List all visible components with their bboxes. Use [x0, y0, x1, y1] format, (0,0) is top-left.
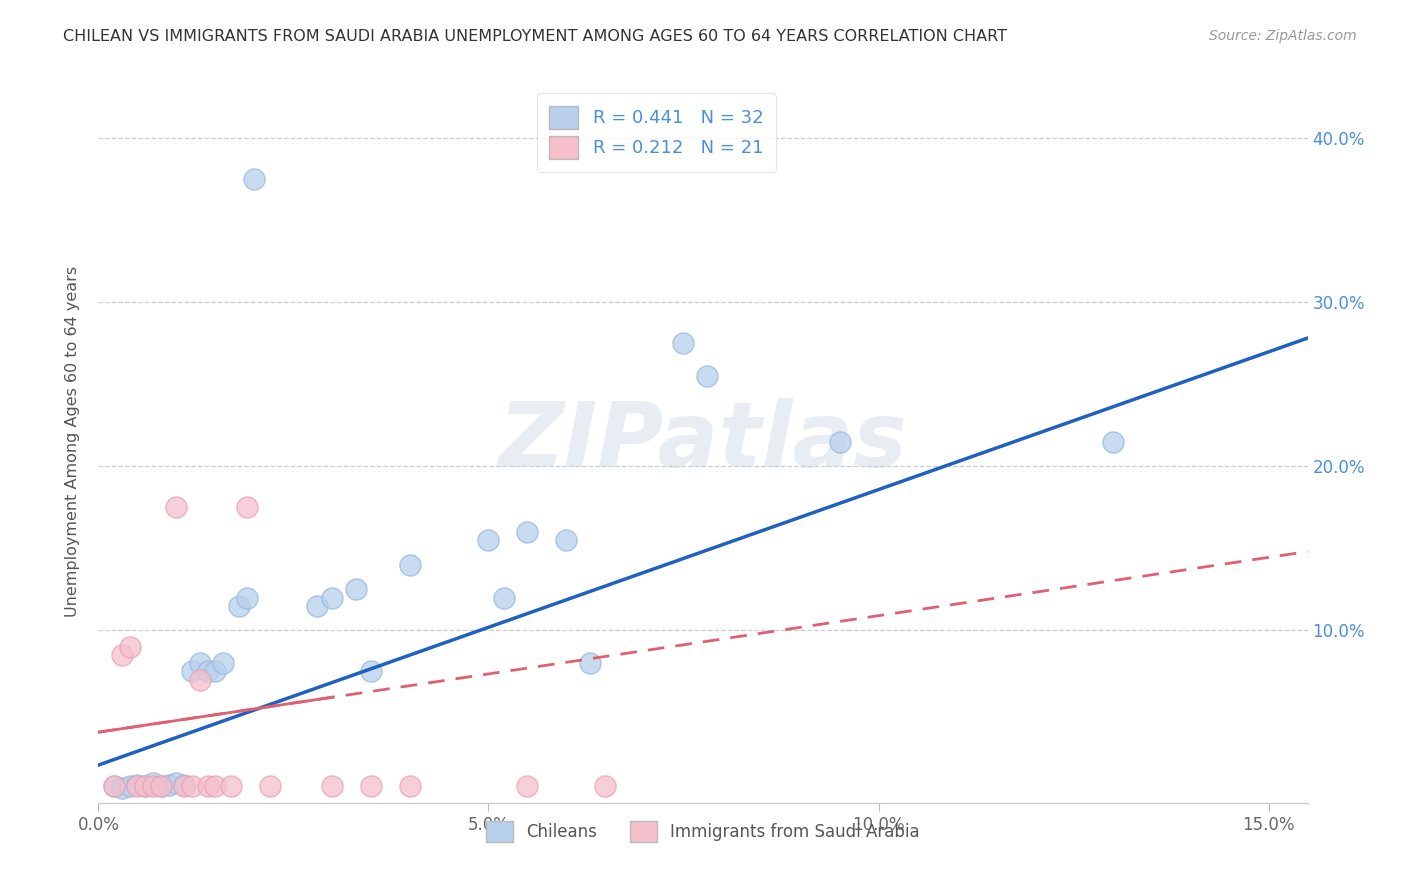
- Point: [516, 524, 538, 539]
- Point: [595, 780, 617, 794]
- Point: [197, 665, 219, 679]
- Point: [118, 780, 141, 794]
- Point: [360, 665, 382, 679]
- Point: [173, 778, 195, 792]
- Point: [111, 780, 134, 795]
- Point: [188, 657, 211, 671]
- Point: [399, 558, 422, 572]
- Point: [134, 780, 156, 794]
- Point: [321, 591, 343, 605]
- Point: [204, 665, 226, 679]
- Point: [149, 780, 172, 794]
- Legend: Chileans, Immigrants from Saudi Arabia: Chileans, Immigrants from Saudi Arabia: [479, 814, 927, 848]
- Point: [142, 776, 165, 790]
- Point: [165, 500, 187, 515]
- Point: [1101, 434, 1123, 449]
- Point: [243, 171, 266, 186]
- Point: [555, 533, 578, 547]
- Point: [204, 780, 226, 794]
- Text: CHILEAN VS IMMIGRANTS FROM SAUDI ARABIA UNEMPLOYMENT AMONG AGES 60 TO 64 YEARS C: CHILEAN VS IMMIGRANTS FROM SAUDI ARABIA …: [63, 29, 1007, 44]
- Point: [494, 591, 516, 605]
- Point: [103, 780, 125, 794]
- Point: [212, 657, 235, 671]
- Point: [516, 780, 538, 794]
- Point: [127, 778, 149, 792]
- Point: [197, 780, 219, 794]
- Point: [157, 778, 180, 792]
- Point: [579, 657, 602, 671]
- Point: [305, 599, 328, 613]
- Point: [181, 665, 204, 679]
- Point: [134, 780, 156, 794]
- Point: [173, 780, 195, 794]
- Point: [127, 780, 149, 794]
- Point: [219, 780, 242, 794]
- Point: [118, 640, 141, 654]
- Point: [188, 673, 211, 687]
- Point: [142, 780, 165, 794]
- Point: [321, 780, 343, 794]
- Y-axis label: Unemployment Among Ages 60 to 64 years: Unemployment Among Ages 60 to 64 years: [65, 266, 80, 617]
- Point: [103, 780, 125, 794]
- Text: ZIPatlas: ZIPatlas: [499, 398, 907, 485]
- Point: [259, 780, 281, 794]
- Point: [111, 648, 134, 662]
- Point: [399, 780, 422, 794]
- Point: [828, 434, 851, 449]
- Point: [477, 533, 499, 547]
- Point: [696, 368, 718, 383]
- Point: [344, 582, 367, 597]
- Point: [235, 500, 257, 515]
- Point: [181, 780, 204, 794]
- Point: [672, 336, 695, 351]
- Point: [228, 599, 250, 613]
- Point: [235, 591, 257, 605]
- Text: Source: ZipAtlas.com: Source: ZipAtlas.com: [1209, 29, 1357, 43]
- Point: [360, 780, 382, 794]
- Point: [165, 776, 187, 790]
- Point: [149, 780, 172, 794]
